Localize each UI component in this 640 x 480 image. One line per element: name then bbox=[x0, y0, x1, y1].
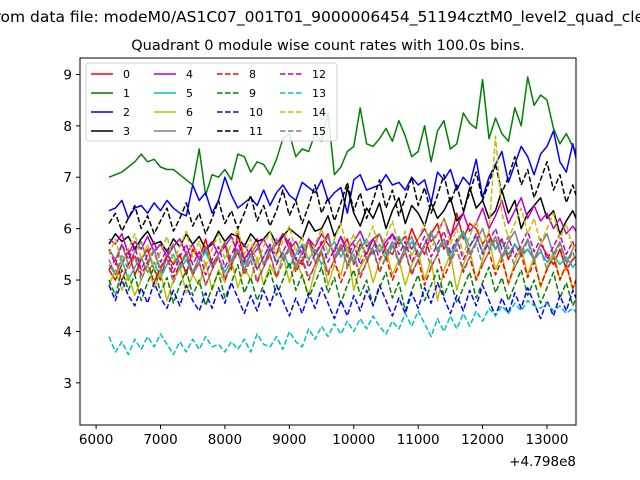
series-line-1 bbox=[108, 76, 576, 196]
series-line-11 bbox=[108, 155, 576, 235]
x-tick-label: 9000 bbox=[272, 432, 306, 448]
axes-title: Quadrant 0 module wise count rates with … bbox=[131, 38, 525, 54]
x-tick-label: 10000 bbox=[332, 432, 375, 448]
y-tick-label: 8 bbox=[63, 119, 72, 135]
legend-label-5: 5 bbox=[186, 87, 193, 100]
legend-label-9: 9 bbox=[249, 87, 256, 100]
legend-label-6: 6 bbox=[186, 106, 193, 119]
legend-label-0: 0 bbox=[123, 68, 130, 81]
y-tick-label: 6 bbox=[63, 222, 72, 238]
legend-label-12: 12 bbox=[312, 68, 326, 81]
series-line-2 bbox=[108, 130, 576, 220]
y-tick-label: 9 bbox=[63, 67, 72, 83]
y-tick-label: 3 bbox=[63, 376, 72, 392]
axes-frame bbox=[79, 57, 577, 426]
series-line-7 bbox=[108, 227, 576, 274]
x-tick-label: 12000 bbox=[461, 432, 504, 448]
legend-label-15: 15 bbox=[312, 125, 326, 138]
series-line-15 bbox=[108, 238, 576, 286]
legend-label-13: 13 bbox=[312, 87, 326, 100]
legend-label-7: 7 bbox=[186, 125, 193, 138]
x-tick-label: 13000 bbox=[526, 432, 569, 448]
series-line-14 bbox=[108, 135, 576, 271]
series-layer bbox=[108, 76, 576, 356]
legend-label-8: 8 bbox=[249, 68, 256, 81]
figure-suptitle: Plots from data file: modeM0/AS1C07_001T… bbox=[0, 8, 640, 27]
series-line-0 bbox=[108, 212, 576, 281]
series-line-6 bbox=[108, 238, 576, 302]
y-tick-label: 5 bbox=[63, 273, 72, 289]
x-tick-label: 11000 bbox=[397, 432, 440, 448]
legend-label-14: 14 bbox=[312, 106, 326, 119]
legend-frame bbox=[85, 62, 338, 142]
x-tick-label: 6000 bbox=[79, 432, 113, 448]
series-line-13 bbox=[108, 299, 576, 356]
y-tick-label: 7 bbox=[63, 170, 72, 186]
legend-label-3: 3 bbox=[123, 125, 130, 138]
legend-label-2: 2 bbox=[123, 106, 130, 119]
x-tick-label: 7000 bbox=[143, 432, 177, 448]
legend-label-11: 11 bbox=[249, 125, 263, 138]
y-tick-label: 4 bbox=[63, 324, 72, 340]
legend-label-1: 1 bbox=[123, 87, 130, 100]
legend-label-10: 10 bbox=[249, 106, 263, 119]
series-line-9 bbox=[108, 261, 576, 312]
series-line-5 bbox=[108, 230, 576, 281]
series-line-12 bbox=[108, 227, 576, 276]
series-line-10 bbox=[108, 279, 576, 320]
x-offset-label: +4.798e8 bbox=[509, 454, 576, 470]
x-tick-label: 8000 bbox=[208, 432, 242, 448]
ticks-layer: 6000 7000 8000 9000 10000 11000 12000 13000 3 4 5 6… bbox=[63, 67, 568, 448]
legend-label-4: 4 bbox=[186, 68, 193, 81]
